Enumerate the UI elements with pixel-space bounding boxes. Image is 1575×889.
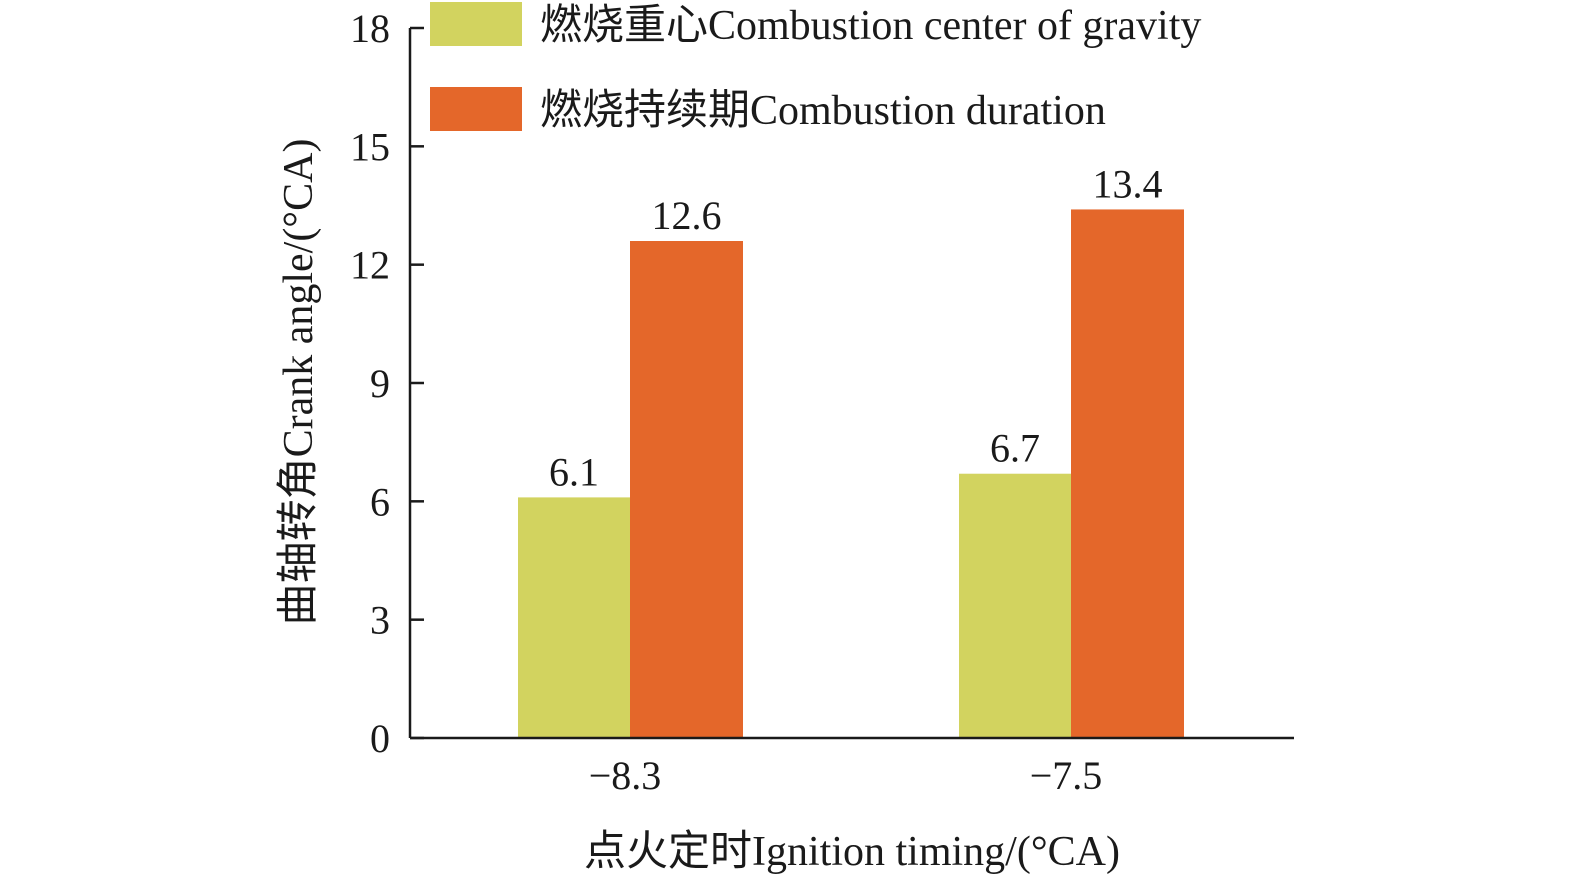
data-label: 13.4 (1093, 161, 1163, 206)
y-tick-label: 9 (370, 361, 390, 406)
y-tick-label: 0 (370, 716, 390, 761)
y-ticks-layer: 0 3 6 9 12 15 18 (350, 6, 424, 761)
y-tick-label: 15 (350, 124, 390, 169)
x-axis-title: 点火定时Ignition timing/(°CA) (584, 828, 1120, 875)
legend-swatch (430, 87, 522, 131)
legend-swatch (430, 2, 522, 46)
y-tick-label: 6 (370, 479, 390, 524)
y-tick-label: 18 (350, 6, 390, 51)
data-label: 6.1 (549, 449, 599, 494)
bar-center-of-gravity-1 (518, 497, 630, 738)
bar-duration-2 (1071, 209, 1184, 738)
legend-label: 燃烧持续期Combustion duration (540, 88, 1106, 134)
data-label: 12.6 (652, 193, 722, 238)
bar-center-of-gravity-2 (959, 473, 1071, 738)
x-tick-label: −7.5 (1030, 753, 1103, 798)
y-axis-title: 曲轴转角Crank angle/(°CA) (276, 139, 322, 626)
legend-label: 燃烧重心Combustion center of gravity (540, 3, 1201, 49)
bars-layer (518, 209, 1184, 738)
data-labels-layer: 6.1 12.6 6.7 13.4 (549, 161, 1163, 494)
legend: 燃烧重心Combustion center of gravity 燃烧持续期Com… (430, 2, 1201, 134)
x-ticks-layer: −8.3 −7.5 (589, 753, 1103, 798)
y-tick-label: 3 (370, 598, 390, 643)
bar-duration-1 (630, 241, 743, 738)
y-tick-label: 12 (350, 243, 390, 288)
data-label: 6.7 (990, 426, 1040, 471)
x-tick-label: −8.3 (589, 753, 662, 798)
